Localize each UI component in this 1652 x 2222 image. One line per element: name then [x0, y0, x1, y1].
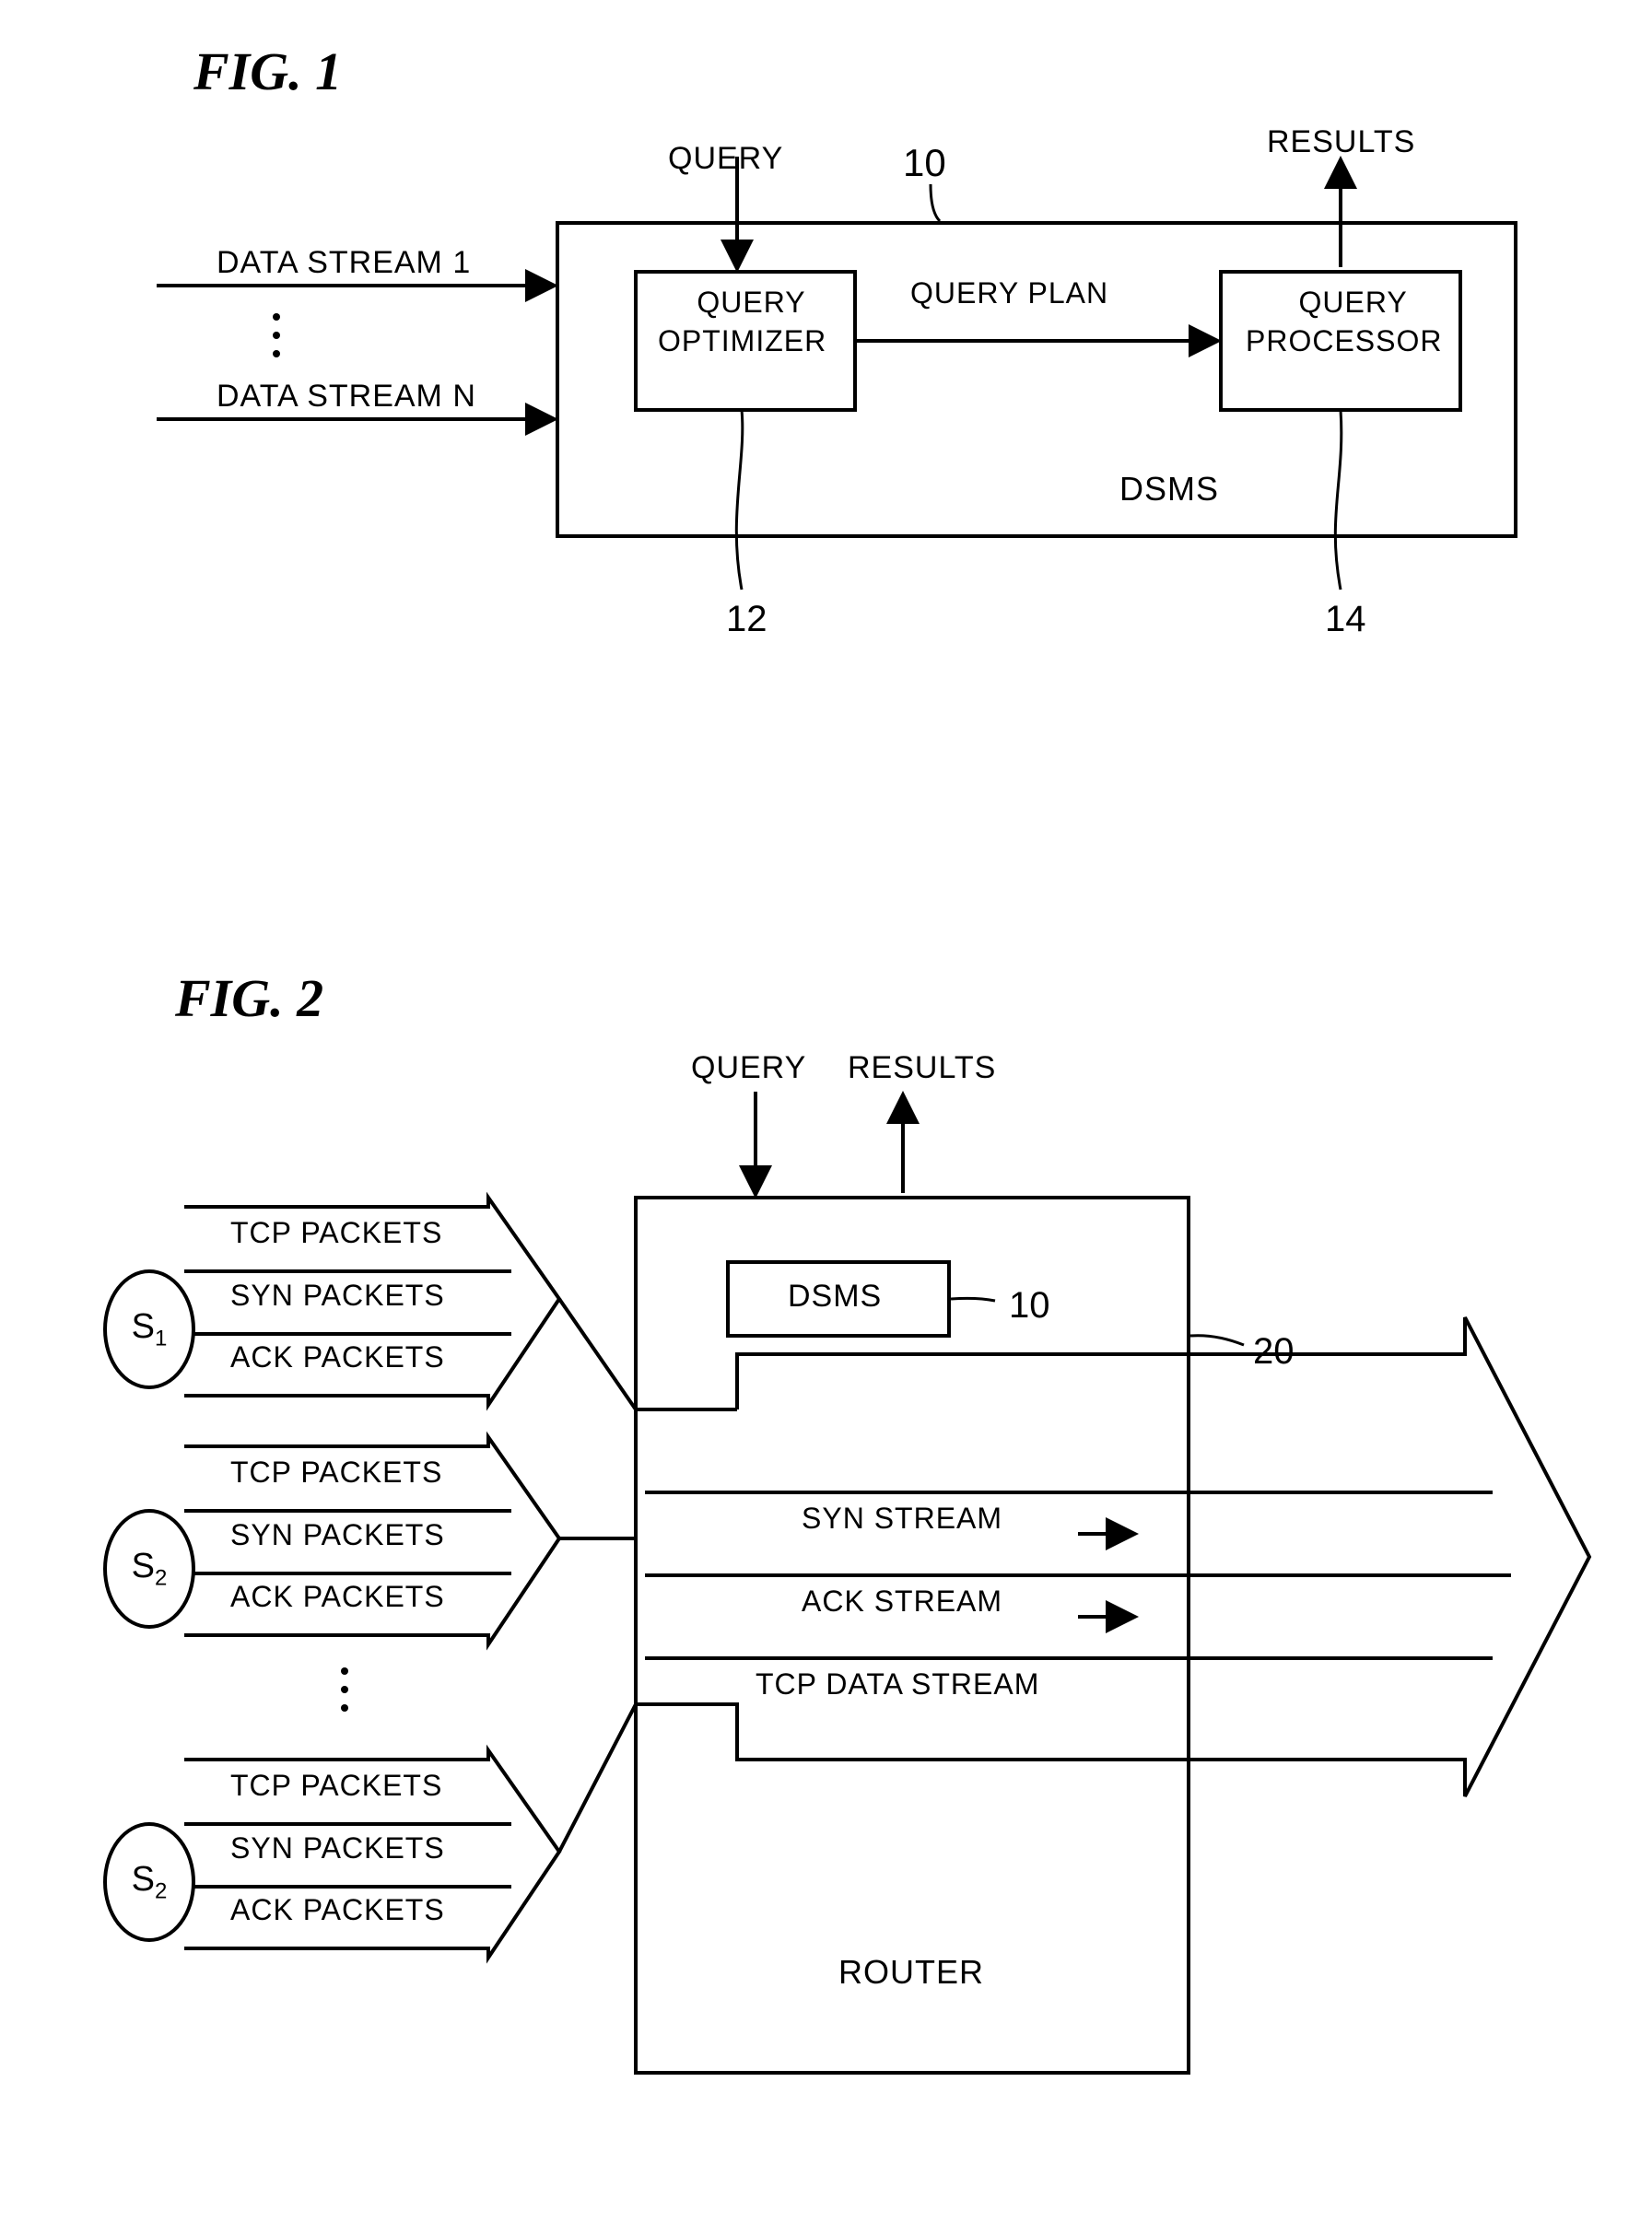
- fig2-router-label: ROUTER: [838, 1953, 984, 1992]
- fig1-results-label: RESULTS: [1267, 124, 1415, 160]
- fig1-dsn-label: DATA STREAM N: [217, 379, 476, 415]
- fig2-source-3: S2: [103, 1822, 195, 1942]
- fig1-ref-10: 10: [903, 141, 946, 185]
- fig2-tcp-stream: TCP DATA STREAM: [756, 1667, 1039, 1702]
- fig2-results-label: RESULTS: [848, 1050, 996, 1086]
- fig2-syn-3: SYN PACKETS: [230, 1831, 445, 1865]
- fig2-syn-stream: SYN STREAM: [802, 1502, 1002, 1536]
- fig2-syn-2: SYN PACKETS: [230, 1518, 445, 1552]
- fig2-source-1: S1: [103, 1269, 195, 1389]
- fig1-ds1-label: DATA STREAM 1: [217, 245, 471, 281]
- fig2-ack-2: ACK PACKETS: [230, 1580, 445, 1614]
- fig1-dsms-label: DSMS: [1119, 470, 1219, 509]
- page: FIG. 1 QUERY RESULTS DATA STREAM 1: [0, 0, 1652, 2222]
- fig1-ref-12: 12: [726, 599, 767, 640]
- fig1-processor-label: QUERYPROCESSOR: [1246, 284, 1442, 360]
- fig1-ref-14: 14: [1325, 599, 1366, 640]
- fig2-ack-3: ACK PACKETS: [230, 1893, 445, 1927]
- fig2-ack-1: ACK PACKETS: [230, 1340, 445, 1374]
- fig2-syn-1: SYN PACKETS: [230, 1279, 445, 1313]
- fig1-queryplan-label: QUERY PLAN: [910, 276, 1108, 310]
- fig2-ack-stream: ACK STREAM: [802, 1585, 1002, 1619]
- fig2-ref-20: 20: [1253, 1331, 1295, 1373]
- fig2-ref-10: 10: [1009, 1285, 1050, 1327]
- fig2-tcp-1: TCP PACKETS: [230, 1216, 442, 1250]
- fig2-query-label: QUERY: [691, 1050, 806, 1086]
- fig2-source-2: S2: [103, 1509, 195, 1629]
- fig2-vdots: [341, 1667, 348, 1712]
- fig1-vdots: [273, 313, 280, 357]
- fig1-optimizer-label: QUERYOPTIMIZER: [658, 284, 826, 360]
- fig2-tcp-3: TCP PACKETS: [230, 1769, 442, 1803]
- fig2-dsms-label: DSMS: [788, 1279, 882, 1315]
- fig1-query-label: QUERY: [668, 141, 783, 177]
- fig2-tcp-2: TCP PACKETS: [230, 1456, 442, 1490]
